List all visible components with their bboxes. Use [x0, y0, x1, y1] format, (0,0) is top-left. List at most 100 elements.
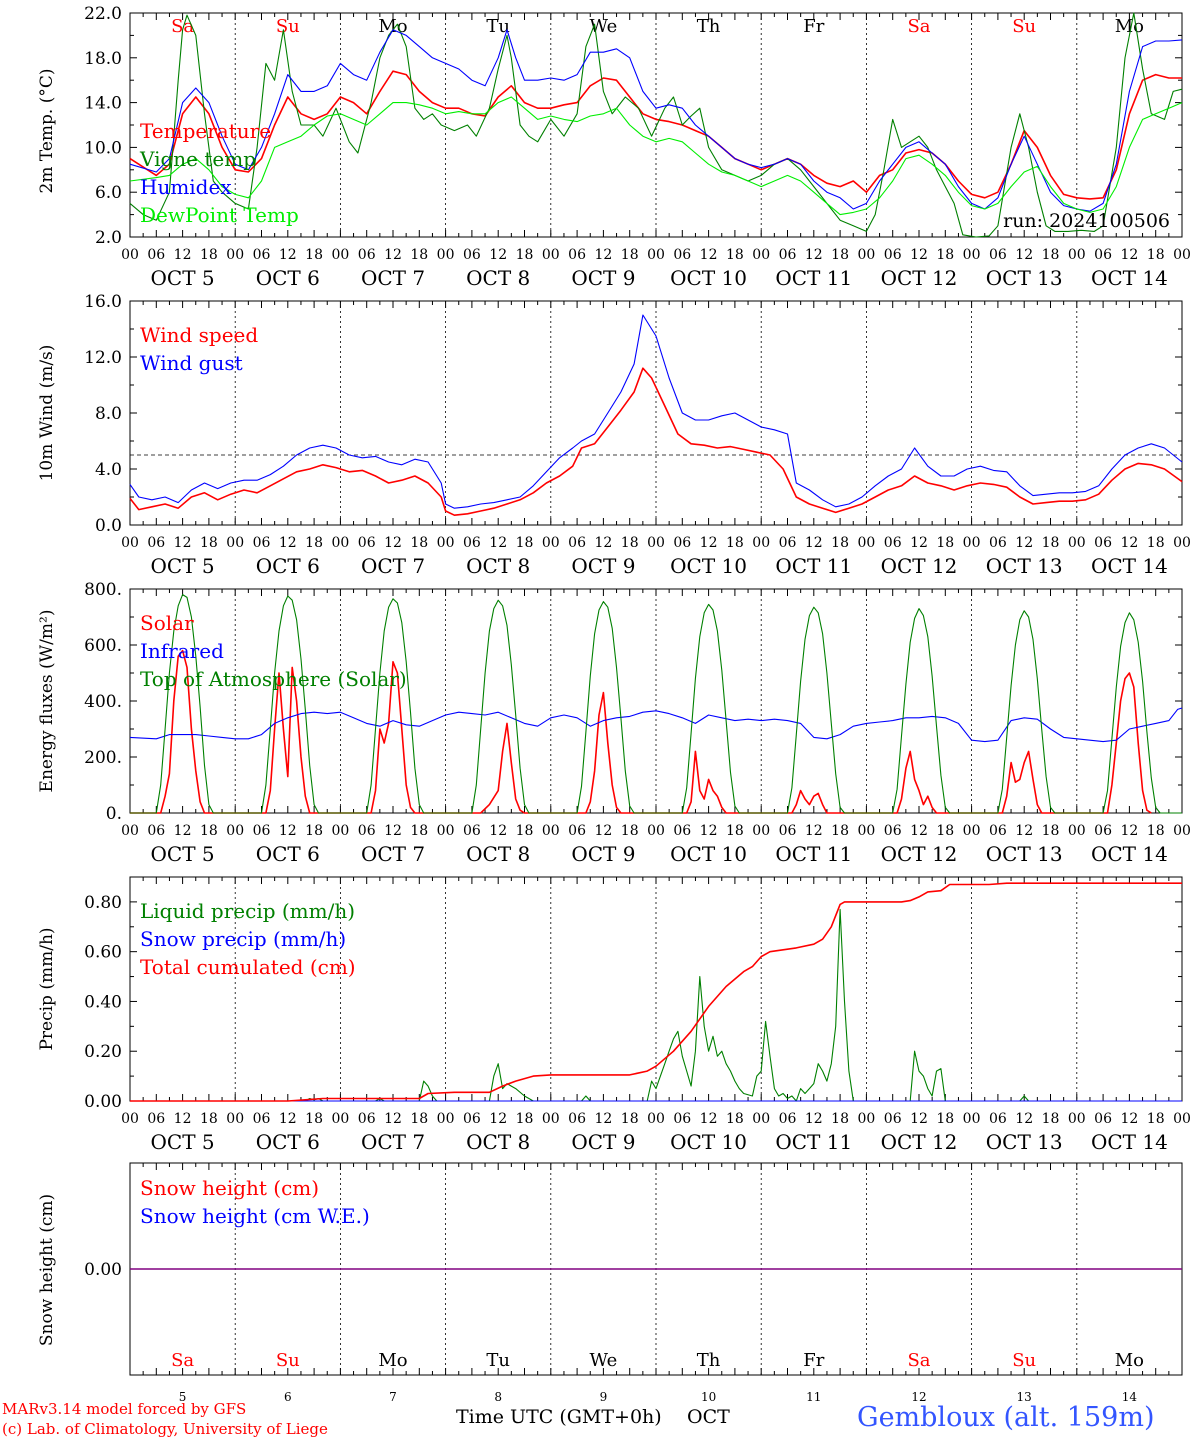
- hour-tick-label: 00: [857, 823, 875, 839]
- date-label: OCT 14: [1091, 842, 1168, 866]
- legend-entry: Total cumulated (cm): [140, 955, 356, 979]
- hour-tick-label: 00: [857, 247, 875, 263]
- hour-tick-label: 06: [989, 247, 1007, 263]
- hour-tick-label: 18: [621, 247, 639, 263]
- y-tick-label: 18.0: [84, 49, 122, 69]
- y-axis-label: Snow height (cm): [37, 1194, 57, 1346]
- model-credit: MARv3.14 model forced by GFS: [2, 1400, 247, 1418]
- series-line-top-of-atmosphere-solar-: [130, 594, 1182, 814]
- date-label: OCT 5: [151, 554, 215, 578]
- hour-tick-label: 06: [147, 535, 165, 551]
- legend-entry: Snow height (cm): [140, 1176, 319, 1200]
- hour-tick-label: 12: [1120, 823, 1138, 839]
- legend-entry: Temperature: [140, 119, 271, 143]
- hour-tick-label: 18: [726, 1111, 744, 1127]
- date-label: OCT 7: [361, 842, 425, 866]
- legend-entry: DewPoint Temp: [140, 203, 299, 227]
- date-label: OCT 6: [256, 1130, 320, 1154]
- hour-tick-label: 00: [647, 535, 665, 551]
- date-label: OCT 12: [881, 554, 958, 578]
- hour-tick-label: 12: [489, 247, 507, 263]
- hour-tick-label: 18: [936, 247, 954, 263]
- chart-panel-2: 0.0 4.0 8.0 12.0 16.0 10m Wind (m/s) Wind spee…: [37, 292, 1191, 578]
- hour-tick-label: 00: [121, 247, 139, 263]
- hour-tick-label: 18: [516, 535, 534, 551]
- hour-tick-label: 18: [516, 1111, 534, 1127]
- hour-tick-label: 12: [174, 823, 192, 839]
- hour-tick-label: 12: [279, 247, 297, 263]
- date-label: OCT 13: [986, 842, 1063, 866]
- series-line-humidex: [129, 29, 1183, 212]
- y-tick-label: 6.0: [95, 183, 122, 203]
- hour-tick-label: 18: [726, 823, 744, 839]
- weekday-label: Su: [276, 16, 300, 37]
- legend-entry: Vigne temp: [139, 147, 256, 171]
- hour-tick-label: 18: [726, 247, 744, 263]
- legend-entry: Wind speed: [140, 323, 258, 347]
- y-axis-label: 10m Wind (m/s): [37, 345, 57, 482]
- y-tick-label: 0.: [106, 804, 122, 824]
- day-number-label: 14: [1122, 1390, 1138, 1404]
- weekday-label: Sa: [907, 1350, 930, 1371]
- y-tick-label: 8.0: [95, 404, 122, 424]
- day-number-label: 6: [284, 1390, 292, 1404]
- hour-tick-label: 12: [174, 1111, 192, 1127]
- date-label: OCT 7: [361, 1130, 425, 1154]
- series-line-wind-gust: [129, 314, 1183, 509]
- hour-tick-label: 12: [384, 535, 402, 551]
- y-tick-label: 0.40: [84, 992, 122, 1012]
- hour-tick-label: 06: [1094, 823, 1112, 839]
- y-tick-label: 0.00: [84, 1260, 122, 1280]
- hour-tick-label: 06: [463, 1111, 481, 1127]
- hour-tick-label: 00: [437, 535, 455, 551]
- date-label: OCT 11: [775, 1130, 852, 1154]
- hour-tick-label: 12: [384, 247, 402, 263]
- run-label: run: 2024100506: [1003, 210, 1170, 232]
- hour-tick-label: 00: [121, 535, 139, 551]
- hour-tick-label: 18: [1147, 535, 1165, 551]
- hour-tick-label: 00: [121, 823, 139, 839]
- hour-tick-label: 12: [384, 1111, 402, 1127]
- series-line-dewpoint-temp: [129, 96, 1183, 216]
- hour-tick-label: 00: [752, 1111, 770, 1127]
- hour-tick-label: 00: [226, 247, 244, 263]
- weekday-label: Tu: [486, 16, 510, 37]
- hour-tick-label: 06: [884, 823, 902, 839]
- hour-tick-label: 12: [594, 823, 612, 839]
- date-label: OCT 14: [1091, 554, 1168, 578]
- y-axis-label: Precip (mm/h): [37, 927, 57, 1050]
- hour-tick-label: 06: [253, 823, 271, 839]
- hour-tick-label: 00: [647, 1111, 665, 1127]
- weekday-label: Th: [697, 16, 721, 37]
- hour-tick-label: 06: [884, 1111, 902, 1127]
- hour-tick-label: 18: [1147, 1111, 1165, 1127]
- legend-entry: Snow precip (mm/h): [140, 927, 346, 951]
- weekday-label: We: [590, 1350, 618, 1371]
- hour-tick-label: 12: [910, 1111, 928, 1127]
- hour-tick-label: 18: [305, 1111, 323, 1127]
- hour-tick-label: 00: [752, 247, 770, 263]
- date-label: OCT 12: [881, 1130, 958, 1154]
- series-line-vigne-temp: [129, 12, 1183, 238]
- hour-tick-label: 18: [726, 535, 744, 551]
- weekday-label: Sa: [171, 16, 194, 37]
- hour-tick-label: 06: [147, 247, 165, 263]
- y-tick-label: 14.0: [84, 94, 122, 114]
- day-number-label: 9: [600, 1390, 608, 1404]
- y-tick-label: 0.60: [84, 943, 122, 963]
- chart-panel-5: 0.00 Snow height (cm) Sa Su Mo Tu We Th Fr Sa Su Mo…: [37, 1162, 1183, 1404]
- weekday-label: We: [590, 16, 618, 37]
- date-label: OCT 5: [151, 266, 215, 290]
- date-label: OCT 10: [670, 1130, 747, 1154]
- hour-tick-label: 00: [542, 1111, 560, 1127]
- hour-tick-label: 12: [700, 535, 718, 551]
- hour-tick-label: 06: [358, 1111, 376, 1127]
- date-label: OCT 5: [151, 842, 215, 866]
- hour-tick-label: 18: [1042, 823, 1060, 839]
- hour-tick-label: 06: [779, 247, 797, 263]
- hour-tick-label: 18: [305, 535, 323, 551]
- date-label: OCT 9: [571, 1130, 635, 1154]
- hour-tick-label: 12: [279, 823, 297, 839]
- day-number-label: 5: [179, 1390, 187, 1404]
- hour-tick-label: 18: [1147, 247, 1165, 263]
